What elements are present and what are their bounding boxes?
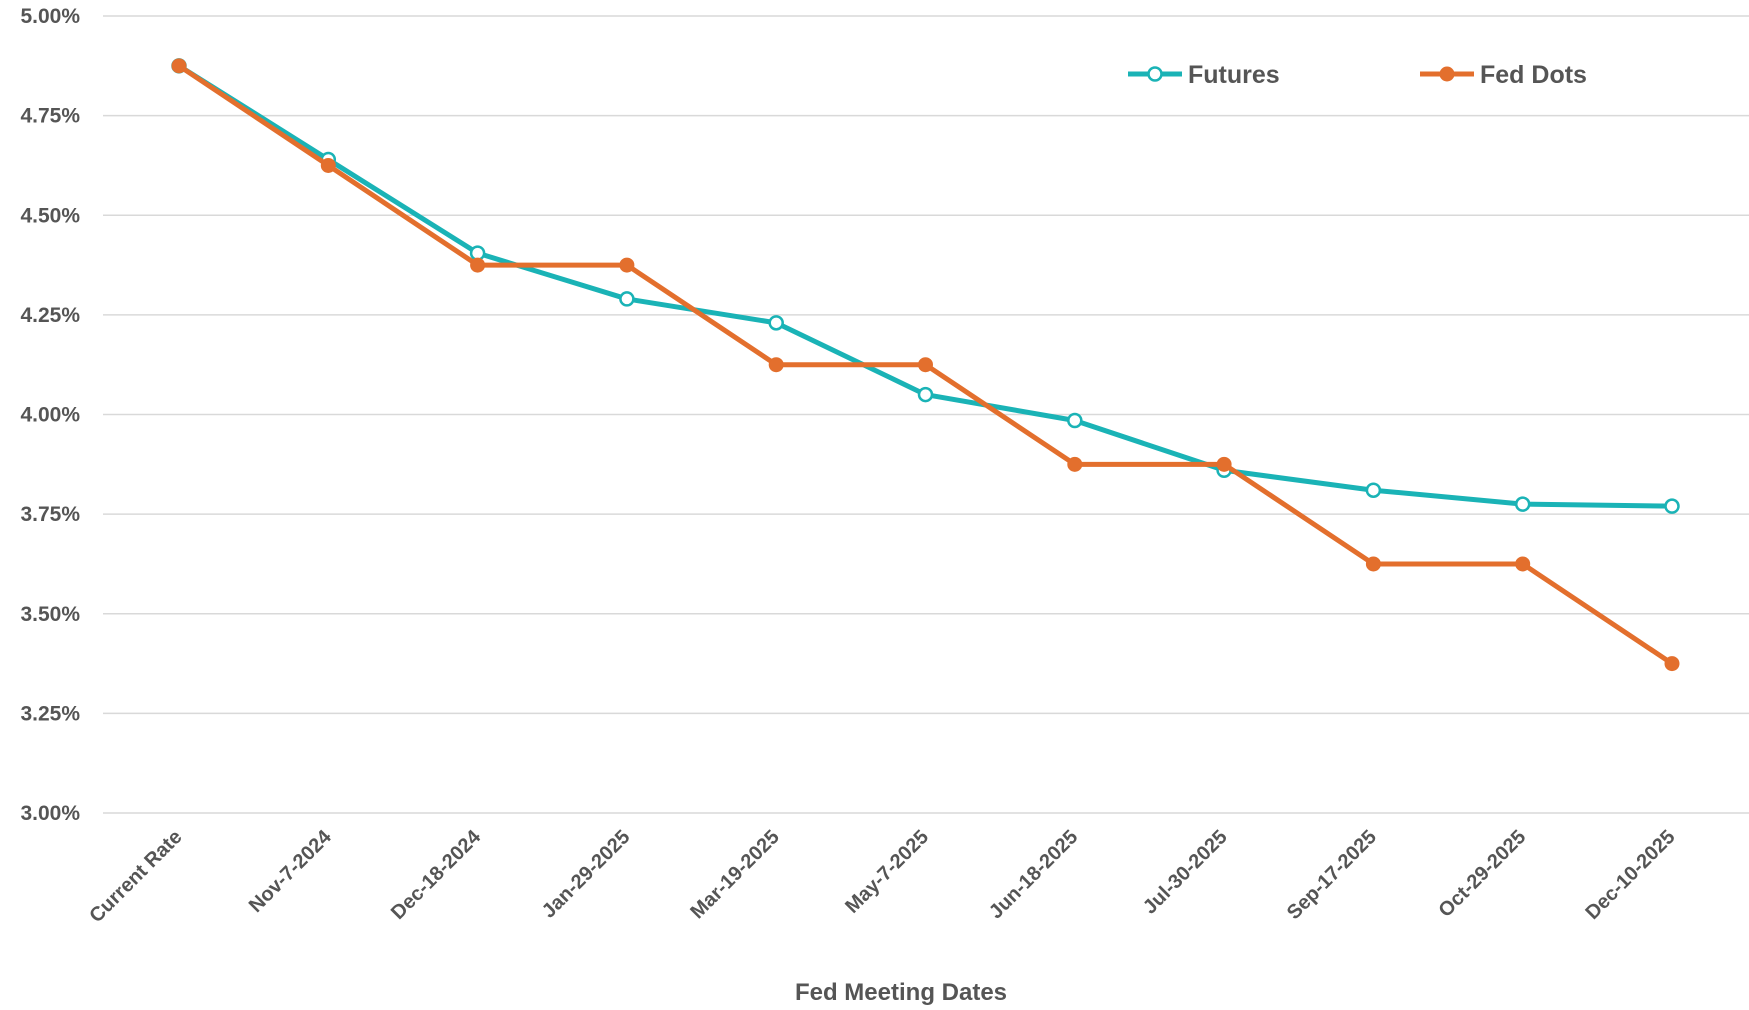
data-point — [1664, 498, 1680, 514]
legend-label: Fed Dots — [1480, 61, 1587, 89]
data-point — [768, 357, 784, 373]
x-axis-ticks: Current Rate Nov-7-2024 Dec-18-2024 Jan-29-… — [85, 825, 1679, 927]
data-point — [917, 386, 934, 403]
series-fed-dots — [171, 58, 1680, 672]
data-point — [1365, 556, 1381, 572]
gridlines — [103, 15, 1749, 814]
data-point — [1664, 656, 1680, 672]
data-point — [918, 357, 933, 373]
series-futures — [171, 58, 1680, 514]
data-point — [470, 257, 486, 273]
y-tick-label: 4.75% — [20, 105, 80, 128]
data-point — [768, 315, 784, 331]
legend: Futures Fed Dots — [1128, 61, 1587, 89]
legend-marker — [1147, 66, 1163, 82]
y-tick-label: 3.25% — [20, 702, 80, 725]
x-axis-title: Fed Meeting Dates — [795, 979, 1007, 1006]
data-point — [619, 257, 635, 273]
x-tick-label: Nov-7-2024 — [245, 825, 337, 917]
legend-marker — [1439, 66, 1455, 82]
x-tick-label: Sep-17-2025 — [1283, 826, 1381, 924]
data-point — [1216, 456, 1232, 472]
x-tick-label: Dec-18-2024 — [387, 825, 486, 924]
series-line — [177, 63, 1673, 509]
data-point — [171, 58, 187, 74]
x-tick-label: May-7-2025 — [841, 826, 933, 918]
data-point — [619, 291, 635, 307]
y-tick-label: 5.00% — [20, 5, 80, 28]
x-tick-label: Current Rate — [85, 826, 186, 927]
data-point — [1514, 496, 1531, 512]
y-tick-label: 3.00% — [20, 802, 80, 825]
data-point — [1515, 556, 1531, 572]
x-tick-label: Jan-29-2025 — [538, 826, 635, 923]
y-tick-label: 4.25% — [20, 304, 80, 327]
y-tick-label: 4.00% — [20, 404, 80, 427]
y-tick-label: 3.75% — [20, 503, 80, 526]
series-lines — [171, 58, 1680, 672]
legend-label: Futures — [1188, 61, 1280, 89]
x-tick-label: Mar-19-2025 — [686, 826, 783, 923]
data-point — [1067, 456, 1083, 472]
data-point — [320, 157, 336, 173]
x-tick-label: Dec-10-2025 — [1581, 826, 1679, 924]
x-tick-label: Jun-18-2025 — [985, 826, 1082, 923]
x-tick-label: Jul-30-2025 — [1139, 826, 1232, 919]
data-point — [1365, 482, 1382, 498]
legend-item: Futures — [1128, 61, 1280, 89]
y-axis-ticks: 3.00% 3.25% 3.50% 3.75% 4.00% 4.25% 4.50% 4.75%… — [20, 5, 80, 825]
y-tick-label: 3.50% — [20, 603, 80, 626]
legend-item: Fed Dots — [1420, 61, 1587, 89]
y-tick-label: 4.50% — [20, 204, 80, 227]
x-tick-label: Oct-29-2025 — [1434, 826, 1530, 922]
data-point — [1067, 412, 1083, 429]
